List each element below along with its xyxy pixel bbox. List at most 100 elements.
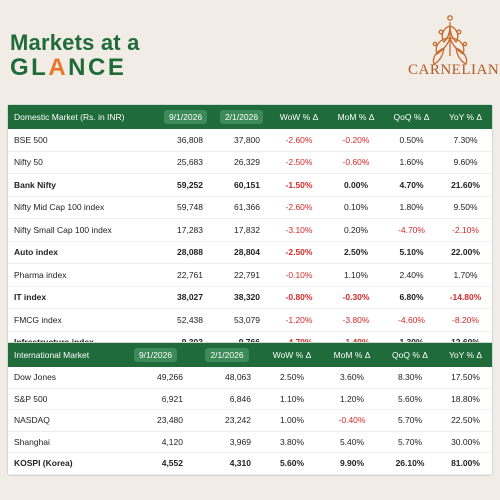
row-label: Pharma index [8, 263, 158, 287]
page-title-line1: Markets at a [10, 30, 140, 55]
table-cell-wow: -2.50% [270, 151, 328, 174]
header: Markets at a GLANCE CARNELIAN [0, 0, 500, 92]
table-cell-mom: -0.20% [328, 129, 384, 152]
table-cell-qoq: 5.10% [384, 241, 439, 264]
column-header: QoQ % Δ [381, 343, 439, 367]
column-header: MoM % Δ [328, 105, 384, 129]
table-cell-yoy: 22.00% [439, 241, 492, 264]
table-cell-d1: 38,027 [158, 286, 213, 309]
table-cell-qoq: 1.60% [384, 151, 439, 174]
title-part-a: GL [10, 54, 49, 81]
title-accent-letter: A [48, 54, 69, 81]
column-header-date: 9/1/2026 [118, 343, 193, 367]
table-cell-wow: 3.80% [261, 431, 323, 453]
table-cell-yoy: 81.00% [439, 452, 492, 475]
column-header: Domestic Market (Rs. in INR) [8, 105, 158, 129]
table-cell-d2: 38,320 [213, 286, 270, 309]
table-cell-qoq: 26.10% [381, 452, 439, 475]
table-cell-qoq: 1.80% [384, 196, 439, 219]
table-row: Nifty Small Cap 100 index 17,283 17,832 -3.… [8, 218, 492, 242]
domestic-market-table: Domestic Market (Rs. in INR) 9/1/2026 2/… [7, 104, 493, 378]
table-cell-qoq: 0.50% [384, 129, 439, 152]
table-cell-yoy: 9.60% [439, 151, 492, 174]
table-cell-d2: 3,969 [193, 431, 261, 453]
brand-name: CARNELIAN [408, 62, 500, 78]
column-header: WoW % Δ [261, 343, 323, 367]
column-header: QoQ % Δ [384, 105, 439, 129]
table-cell-mom: 9.90% [323, 452, 381, 475]
column-header-date: 2/1/2026 [213, 105, 270, 129]
table-cell-d1: 6,921 [118, 388, 193, 410]
table-cell-d2: 61,366 [213, 196, 270, 219]
table-cell-yoy: 22.50% [439, 409, 492, 432]
table-cell-mom: 0.10% [328, 196, 384, 219]
table-row: Nifty 50 25,683 26,329 -2.50% -0.60% 1.60% 9.6… [8, 151, 492, 174]
table-cell-yoy: 1.70% [439, 263, 492, 287]
table-cell-d1: 4,552 [118, 452, 193, 475]
table-cell-d2: 22,791 [213, 263, 270, 287]
row-label: NASDAQ [8, 409, 118, 432]
table-row: Dow Jones 49,266 48,063 2.50% 3.60% 8.30% 17.5… [8, 367, 492, 389]
table-row: Auto index 28,088 28,804 -2.50% 2.50% 5.10% 22… [8, 241, 492, 264]
table-cell-wow: 1.10% [261, 388, 323, 410]
table-cell-d1: 49,266 [118, 367, 193, 389]
table-cell-d2: 23,242 [193, 409, 261, 432]
table-cell-qoq: 8.30% [381, 367, 439, 389]
table-cell-d1: 59,252 [158, 173, 213, 197]
table-cell-d2: 28,804 [213, 241, 270, 264]
row-label: Nifty Small Cap 100 index [8, 218, 158, 242]
table-cell-wow: 2.50% [261, 367, 323, 389]
column-header-date: 2/1/2026 [193, 343, 261, 367]
table-header-row: Domestic Market (Rs. in INR) 9/1/2026 2/… [8, 105, 492, 129]
row-label: Auto index [8, 241, 158, 264]
column-header: MoM % Δ [323, 343, 381, 367]
table-cell-yoy: -2.10% [439, 218, 492, 242]
table-cell-wow: -2.50% [270, 241, 328, 264]
table-cell-mom: 3.60% [323, 367, 381, 389]
row-label: IT index [8, 286, 158, 309]
row-label: Bank Nifty [8, 173, 158, 197]
table-cell-yoy: 30.00% [439, 431, 492, 453]
table-cell-wow: -0.80% [270, 286, 328, 309]
table-cell-d1: 59,748 [158, 196, 213, 219]
table-cell-yoy: 7.30% [439, 129, 492, 152]
table-cell-d2: 53,079 [213, 308, 270, 332]
table-cell-yoy: 17.50% [439, 367, 492, 389]
table-cell-yoy: -8.20% [439, 308, 492, 332]
international-market-table: International Market 9/1/2026 2/1/2026 W… [7, 342, 493, 476]
table-row: Pharma index 22,761 22,791 -0.10% 1.10% 2.40%… [8, 263, 492, 287]
table-cell-mom: 1.10% [328, 263, 384, 287]
table-cell-d1: 28,088 [158, 241, 213, 264]
table-cell-wow: 1.00% [261, 409, 323, 432]
table-row: BSE 500 36,808 37,800 -2.60% -0.20% 0.50% 7.30… [8, 129, 492, 152]
table-cell-mom: 0.20% [328, 218, 384, 242]
table-cell-qoq: 6.80% [384, 286, 439, 309]
table-cell-d2: 17,832 [213, 218, 270, 242]
table-cell-d1: 4,120 [118, 431, 193, 453]
table-cell-qoq: 5.70% [381, 431, 439, 453]
page-title-line2: GLANCE [10, 54, 126, 82]
table-cell-yoy: 18.80% [439, 388, 492, 410]
table-cell-mom: -3.80% [328, 308, 384, 332]
column-header: YoY % Δ [439, 343, 492, 367]
table-cell-wow: -0.10% [270, 263, 328, 287]
table-cell-d2: 6,846 [193, 388, 261, 410]
row-label: FMCG index [8, 308, 158, 332]
table-cell-mom: -0.30% [328, 286, 384, 309]
table-row: Bank Nifty 59,252 60,151 -1.50% 0.00% 4.70% 21… [8, 173, 492, 197]
table-cell-d2: 37,800 [213, 129, 270, 152]
table-cell-d2: 48,063 [193, 367, 261, 389]
row-label: Nifty Mid Cap 100 index [8, 196, 158, 219]
table-cell-d1: 17,283 [158, 218, 213, 242]
table-cell-mom: -0.40% [323, 409, 381, 432]
table-cell-wow: -2.60% [270, 129, 328, 152]
table-row: FMCG index 52,438 53,079 -1.20% -3.80% -4.60%… [8, 308, 492, 332]
table-row: Nifty Mid Cap 100 index 59,748 61,366 -2.60… [8, 196, 492, 219]
table-cell-d2: 4,310 [193, 452, 261, 475]
carnelian-logo-icon [432, 15, 468, 65]
table-row: Shanghai 4,120 3,969 3.80% 5.40% 5.70% 30.00% [8, 431, 492, 453]
table-cell-d1: 23,480 [118, 409, 193, 432]
row-label: Dow Jones [8, 367, 118, 389]
table-cell-d2: 26,329 [213, 151, 270, 174]
table-cell-d1: 25,683 [158, 151, 213, 174]
